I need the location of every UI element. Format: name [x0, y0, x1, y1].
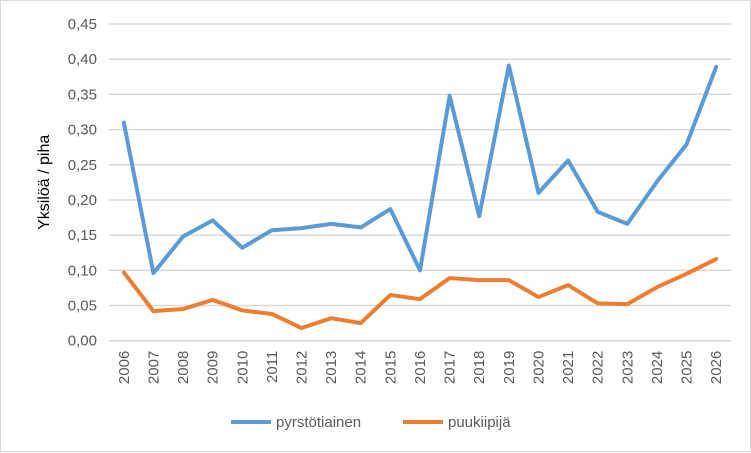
x-tick-label: 2021: [560, 351, 577, 384]
x-tick-label: 2023: [619, 351, 636, 384]
x-tick-label: 2008: [175, 351, 192, 384]
y-tick-label: 0,15: [68, 227, 97, 244]
x-tick-label: 2015: [382, 351, 399, 384]
x-tick-label: 2009: [205, 351, 222, 384]
series-line-pyrstötiainen: [124, 66, 716, 274]
y-tick-label: 0,10: [68, 262, 97, 279]
x-tick-label: 2017: [442, 351, 459, 384]
x-tick-label: 2016: [412, 351, 429, 384]
legend-label: puukiipijä: [448, 414, 511, 431]
x-tick-label: 2006: [116, 351, 133, 384]
y-tick-label: 0,30: [68, 122, 97, 139]
x-tick-label: 2020: [530, 351, 547, 384]
x-tick-label: 2018: [471, 351, 488, 384]
y-tick-label: 0,25: [68, 157, 97, 174]
x-tick-label: 2026: [708, 351, 725, 384]
x-tick-label: 2024: [649, 351, 666, 384]
x-tick-label: 2010: [234, 351, 251, 384]
y-axis-label: Yksilöä / piha: [36, 135, 53, 230]
x-tick-label: 2007: [145, 351, 162, 384]
y-tick-label: 0,05: [68, 298, 97, 315]
x-tick-label: 2012: [294, 351, 311, 384]
x-tick-label: 2011: [264, 351, 281, 383]
y-tick-label: 0,35: [68, 86, 97, 103]
x-tick-label: 2013: [323, 351, 340, 384]
x-tick-label: 2019: [501, 351, 518, 384]
y-tick-label: 0,20: [68, 192, 97, 209]
x-tick-label: 2022: [590, 351, 607, 384]
x-tick-label: 2014: [353, 351, 370, 384]
y-tick-label: 0,45: [68, 16, 97, 33]
x-tick-label: 2025: [679, 351, 696, 384]
y-tick-label: 0,40: [68, 51, 97, 68]
y-tick-label: 0,00: [68, 333, 97, 350]
legend-label: pyrstötiainen: [276, 414, 361, 431]
